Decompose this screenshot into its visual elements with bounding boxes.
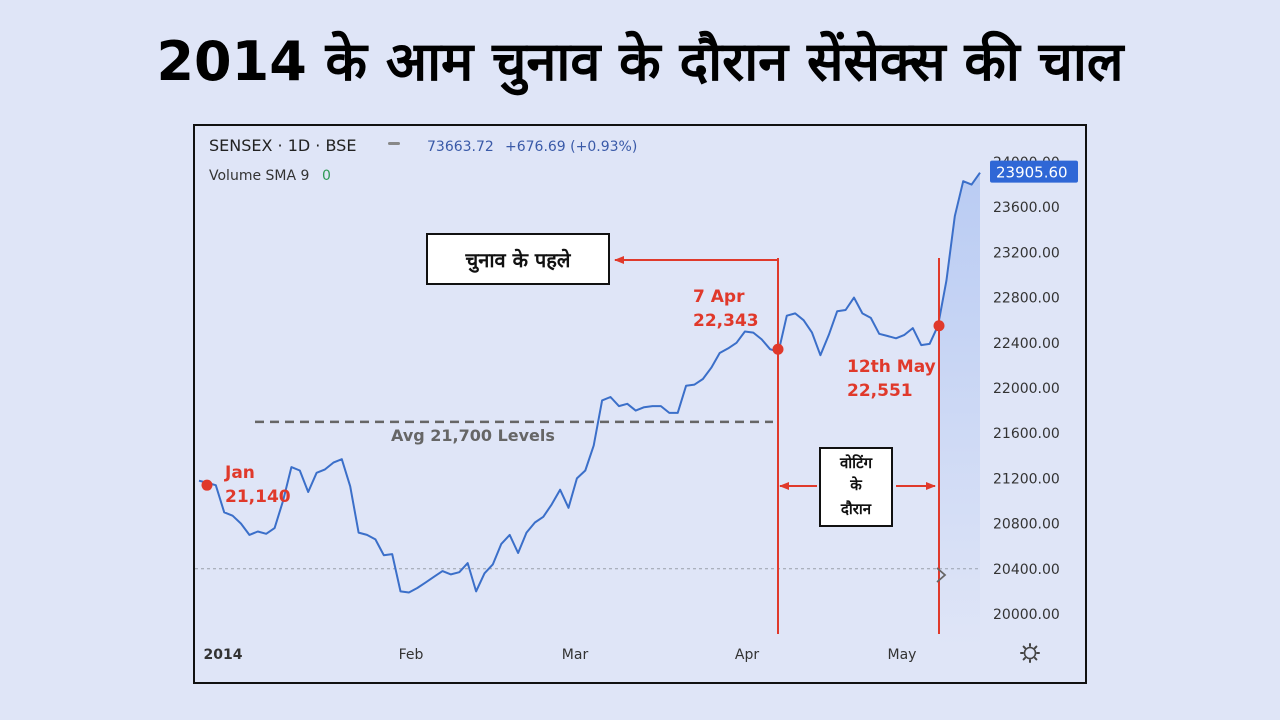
settings-gear-icon[interactable] [1020,643,1040,663]
separator-dash [388,142,400,145]
pre-election-box [426,233,610,285]
price-line [198,172,981,594]
y-tick-label: 20000.00 [993,607,1060,623]
volume-label: Volume SMA 9 [209,168,309,184]
x-axis: 2014 Feb Mar Apr May [204,647,917,663]
volume-value: 0 [322,168,331,184]
may-label-line2: 22,551 [847,381,913,401]
marker-point [201,479,213,491]
y-tick-label: 20400.00 [993,562,1060,578]
apr-label-line2: 22,343 [693,311,759,331]
voting-label-line3: दौरान [840,500,872,518]
x-tick-label: May [888,647,917,663]
symbol-label: SENSEX · 1D · BSE [209,136,356,155]
page-title: 2014 के आम चुनाव के दौरान सेंसेक्स की चा… [156,30,1124,93]
marker-point [772,343,784,355]
last-price-tag-text: 23905.60 [996,164,1068,182]
y-tick-label: 23200.00 [993,245,1060,261]
voting-box [819,447,893,527]
y-tick-label: 22400.00 [993,336,1060,352]
change-label: +676.69 (+0.93%) [505,139,637,155]
price-area [938,172,980,646]
voting-label-line2: के [849,476,863,494]
last-price-tag [990,160,1078,183]
y-tick-label: 23600.00 [993,200,1060,216]
sensex-chart: SENSEX · 1D · BSE 73663.72 +676.69 (+0.9… [195,136,1078,663]
average-level-label: Avg 21,700 Levels [391,426,555,445]
x-tick-label: Feb [399,647,424,663]
y-tick-label: 21200.00 [993,471,1060,487]
pre-election-label: चुनाव के पहले [465,248,572,273]
x-tick-label: Mar [562,647,589,663]
chart-frame: SENSEX · 1D · BSE 73663.72 +676.69 (+0.9… [193,124,1087,684]
jan-label-line2: 21,140 [225,487,291,507]
marker-points [201,320,945,491]
may-label-line1: 12th May [847,357,936,377]
marker-point [933,320,945,332]
x-tick-label: 2014 [204,647,243,663]
apr-label-line1: 7 Apr [693,287,745,307]
scroll-right-icon[interactable] [936,567,947,583]
y-tick-label: 22000.00 [993,381,1060,397]
y-tick-label: 21600.00 [993,426,1060,442]
x-tick-label: Apr [735,647,759,663]
y-axis: 24000.0023600.0023200.0022800.0022400.00… [993,155,1060,623]
y-tick-label: 20800.00 [993,517,1060,533]
voting-label-line1: वोटिंग [839,454,873,472]
jan-label-line1: Jan [224,463,255,483]
price-label: 73663.72 [427,139,494,155]
y-tick-label: 22800.00 [993,291,1060,307]
